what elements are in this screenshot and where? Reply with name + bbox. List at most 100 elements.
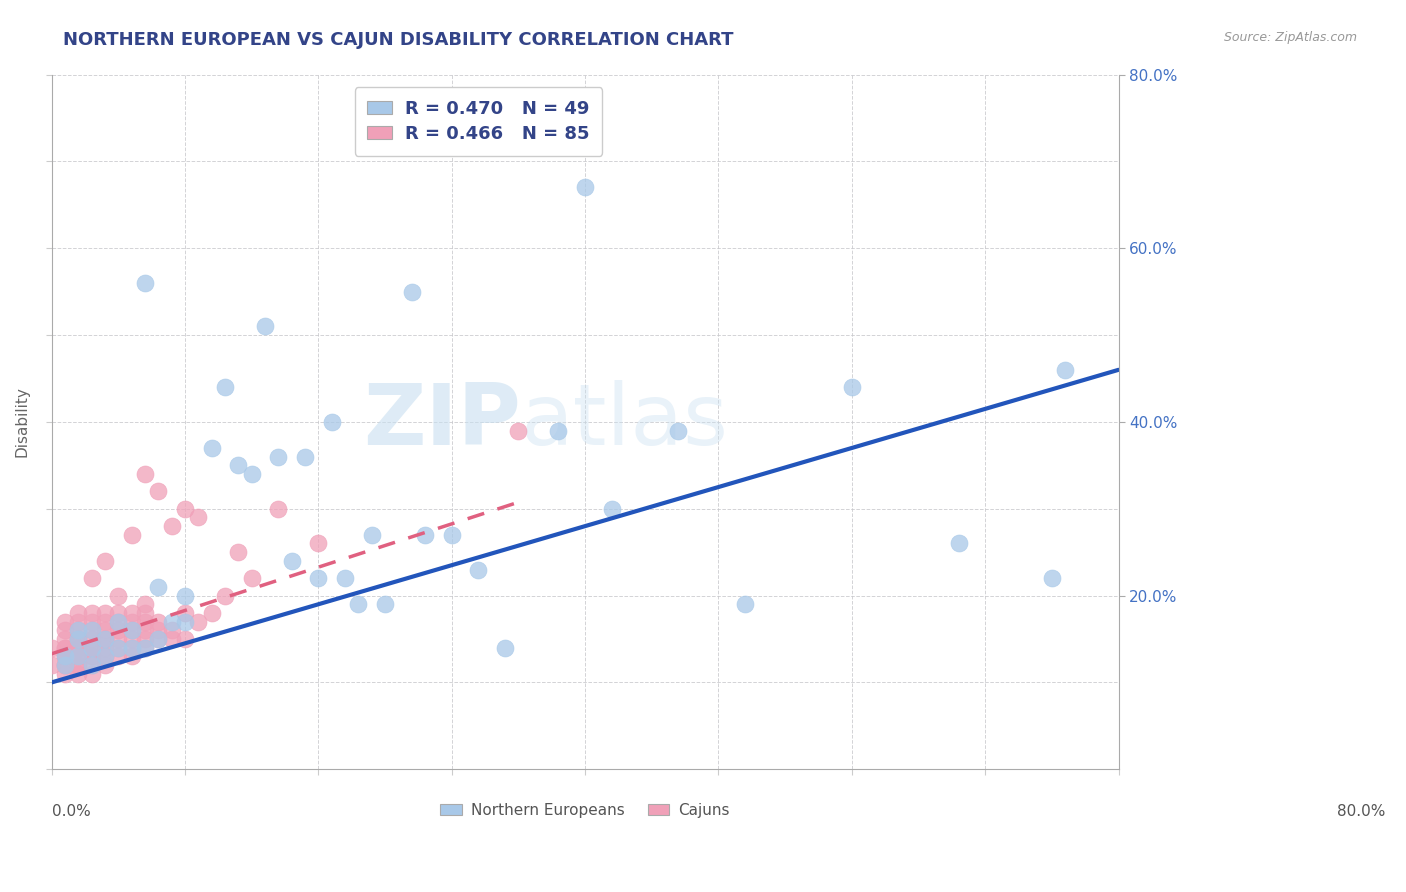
Point (80, 606, 103, 620)
Point (80, 624, 103, 638)
Point (67, 649, 90, 664)
Point (121, 640, 143, 655)
Point (53, 640, 76, 655)
Point (174, 501, 197, 516)
Point (307, 571, 329, 585)
Point (174, 606, 197, 620)
Point (67, 632, 90, 646)
Point (107, 615, 129, 629)
Point (148, 624, 170, 638)
Point (668, 424, 690, 438)
Point (600, 501, 623, 516)
Point (187, 510, 209, 524)
Point (94, 624, 117, 638)
Point (53, 632, 76, 646)
Point (174, 615, 197, 629)
Point (80, 640, 103, 655)
Point (67, 640, 90, 655)
Point (94, 649, 117, 664)
Point (94, 615, 117, 629)
Point (134, 640, 156, 655)
Point (107, 640, 129, 655)
Point (80, 615, 103, 629)
Point (547, 424, 569, 438)
Point (121, 649, 143, 664)
Point (174, 589, 197, 603)
Point (134, 276, 156, 290)
Point (107, 615, 129, 629)
Point (174, 632, 197, 646)
Point (121, 624, 143, 638)
Point (160, 519, 183, 533)
Point (413, 528, 436, 542)
Point (508, 424, 530, 438)
Point (148, 632, 170, 646)
Text: 80.0%: 80.0% (1337, 804, 1385, 819)
Text: ZIP: ZIP (363, 380, 522, 464)
Point (107, 640, 129, 655)
Point (67, 615, 90, 629)
Text: NORTHERN EUROPEAN VS CAJUN DISABILITY CORRELATION CHART: NORTHERN EUROPEAN VS CAJUN DISABILITY CO… (63, 31, 734, 49)
Point (67, 624, 90, 638)
Text: atlas: atlas (522, 380, 730, 464)
Point (53, 649, 76, 664)
Point (53, 615, 76, 629)
Point (67, 632, 90, 646)
Point (41, 640, 63, 655)
Point (333, 571, 356, 585)
Point (121, 624, 143, 638)
Point (214, 380, 236, 394)
Point (307, 536, 329, 550)
Point (200, 606, 222, 620)
Point (1040, 571, 1063, 585)
Point (347, 597, 370, 611)
Point (107, 632, 129, 646)
Legend: Northern Europeans, Cajuns: Northern Europeans, Cajuns (434, 797, 735, 824)
Point (187, 615, 209, 629)
Point (53, 658, 76, 673)
Point (240, 571, 263, 585)
Point (94, 632, 117, 646)
Point (200, 441, 222, 455)
Point (107, 606, 129, 620)
Point (121, 606, 143, 620)
Point (160, 615, 183, 629)
Point (80, 632, 103, 646)
Point (80, 649, 103, 664)
Point (121, 632, 143, 646)
Point (440, 528, 463, 542)
Point (240, 467, 263, 481)
Point (80, 658, 103, 673)
Point (121, 528, 143, 542)
Point (80, 640, 103, 655)
Point (53, 640, 76, 655)
Point (94, 649, 117, 664)
Point (148, 615, 170, 629)
Point (53, 658, 76, 673)
Point (401, 285, 423, 299)
Y-axis label: Disability: Disability (15, 386, 30, 458)
Point (374, 597, 396, 611)
Point (294, 450, 316, 464)
Point (214, 589, 236, 603)
Point (734, 597, 756, 611)
Point (67, 666, 90, 681)
Point (53, 666, 76, 681)
Point (148, 580, 170, 594)
Point (148, 632, 170, 646)
Point (160, 632, 183, 646)
Point (67, 606, 90, 620)
Point (80, 571, 103, 585)
Point (134, 606, 156, 620)
Point (94, 606, 117, 620)
Point (94, 554, 117, 568)
Point (94, 640, 117, 655)
Point (53, 649, 76, 664)
Text: Source: ZipAtlas.com: Source: ZipAtlas.com (1223, 31, 1357, 45)
Point (267, 450, 290, 464)
Point (1054, 363, 1077, 377)
Point (121, 640, 143, 655)
Point (67, 632, 90, 646)
Point (80, 624, 103, 638)
Point (226, 458, 249, 473)
